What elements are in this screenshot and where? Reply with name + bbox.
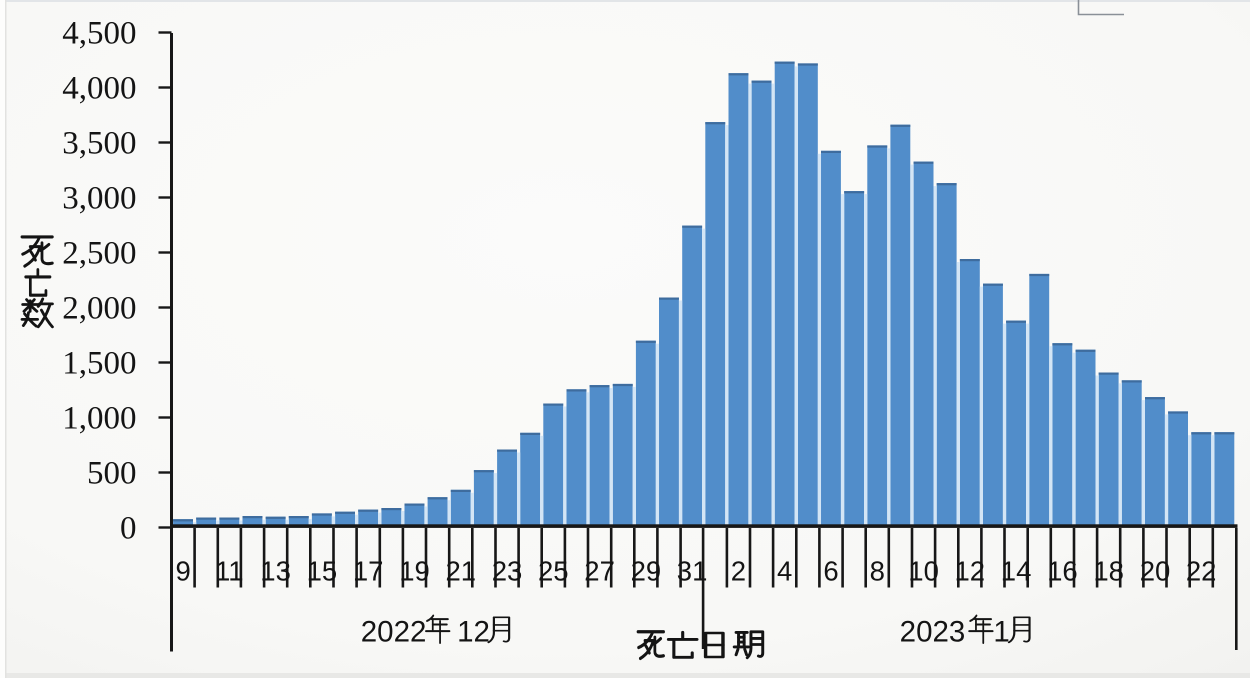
svg-text:2023: 2023 [900, 616, 966, 649]
svg-text:2,500: 2,500 [62, 235, 136, 271]
svg-text:22: 22 [1186, 556, 1217, 587]
svg-text:1,000: 1,000 [62, 400, 136, 436]
svg-text:4,000: 4,000 [62, 70, 136, 106]
svg-text:16: 16 [1047, 556, 1078, 587]
svg-text:500: 500 [87, 455, 137, 491]
svg-text:15: 15 [307, 556, 338, 587]
svg-text:11: 11 [215, 556, 244, 587]
svg-text:23: 23 [492, 556, 523, 587]
svg-text:1,500: 1,500 [62, 345, 136, 381]
svg-text:27: 27 [584, 556, 615, 587]
svg-text:2022: 2022 [361, 616, 427, 649]
svg-text:3,500: 3,500 [62, 125, 136, 161]
svg-text:3,000: 3,000 [62, 180, 136, 216]
svg-text:29: 29 [631, 556, 662, 587]
svg-text:4: 4 [777, 556, 792, 587]
svg-text:10: 10 [908, 556, 939, 587]
svg-text:20: 20 [1140, 556, 1171, 587]
svg-text:2,000: 2,000 [62, 290, 136, 326]
svg-text:0: 0 [120, 510, 137, 546]
svg-text:8: 8 [870, 556, 885, 587]
svg-text:17: 17 [353, 556, 384, 587]
svg-text:9: 9 [175, 556, 190, 587]
svg-text:12: 12 [457, 616, 490, 649]
svg-text:31: 31 [677, 556, 708, 587]
svg-text:14: 14 [1001, 556, 1032, 587]
svg-text:1: 1 [993, 616, 1009, 649]
svg-text:25: 25 [538, 556, 569, 587]
svg-text:2: 2 [731, 556, 746, 587]
svg-text:6: 6 [823, 556, 838, 587]
svg-text:4,500: 4,500 [62, 15, 136, 51]
svg-text:18: 18 [1093, 556, 1124, 587]
svg-text:13: 13 [260, 556, 291, 587]
svg-text:12: 12 [955, 556, 986, 587]
svg-text:19: 19 [399, 556, 430, 587]
svg-text:21: 21 [446, 556, 477, 587]
